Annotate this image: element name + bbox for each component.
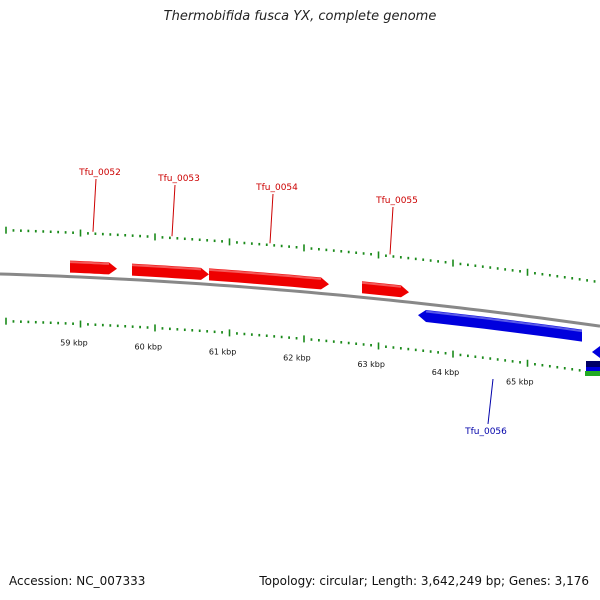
edge-navy-feature: [586, 361, 600, 367]
gene-label-tfu_0052: Tfu_0052: [78, 168, 121, 178]
scale-label: 61 kbp: [209, 347, 237, 356]
gene-tfu_0052-arrow-highlight: [69, 261, 110, 265]
gene-label-tfu_0055: Tfu_0055: [375, 196, 418, 206]
genome-backbone: [0, 272, 600, 328]
gene-track: [69, 260, 583, 342]
gene-tfu_0056-leader: [487, 378, 494, 425]
inner-tick-track: [5, 317, 596, 374]
gene-tfu_0052-leader: [92, 178, 97, 232]
edge-blue-feature: [586, 367, 600, 371]
gene-tfu_0055-leader: [389, 206, 394, 255]
gene-tfu_0054-arrow: [209, 268, 329, 290]
gene-tfu_0055-arrow: [362, 281, 409, 298]
genome-summary: Topology: circular; Length: 3,642,249 bp…: [259, 574, 589, 588]
map-title: Thermobifida fusca YX, complete genome: [163, 9, 437, 24]
gene-label-tfu_0056: Tfu_0056: [464, 427, 507, 437]
edge-features: [585, 346, 600, 376]
gene-tfu_0053-arrow-highlight: [131, 264, 202, 271]
outer-tick-track: [5, 226, 596, 283]
scale-label: 62 kbp: [283, 353, 311, 362]
scale-label: 59 kbp: [60, 339, 88, 348]
gene-tfu_0053-arrow: [132, 263, 209, 280]
gene-tfu_0054-leader: [269, 193, 274, 244]
edge-green-feature: [585, 371, 600, 376]
accession-label: Accession: NC_007333: [9, 574, 146, 588]
scale-label: 65 kbp: [506, 377, 534, 386]
edge-reverse-gene: [592, 346, 600, 358]
gene-labels: Tfu_0052 Tfu_0053 Tfu_0054 Tfu_0055 Tfu_0056: [78, 168, 507, 437]
gene-label-tfu_0053: Tfu_0053: [157, 174, 200, 184]
gene-label-tfu_0054: Tfu_0054: [255, 183, 298, 193]
gene-tfu_0052-arrow: [70, 260, 117, 275]
scale-label: 64 kbp: [432, 368, 460, 377]
scale-labels: 59 kbp 60 kbp 61 kbp 62 kbp 63 kbp 64 kbp 65 k…: [60, 339, 533, 387]
gene-tfu_0055-arrow-highlight: [361, 281, 402, 288]
gene-tfu_0056-arrow-highlight: [425, 310, 583, 333]
scale-label: 63 kbp: [357, 360, 385, 369]
gene-tfu_0056-arrow: [418, 310, 582, 342]
gene-tfu_0053-leader: [171, 184, 176, 237]
gene-tfu_0054-arrow-highlight: [208, 268, 322, 280]
scale-label: 60 kbp: [135, 343, 163, 352]
